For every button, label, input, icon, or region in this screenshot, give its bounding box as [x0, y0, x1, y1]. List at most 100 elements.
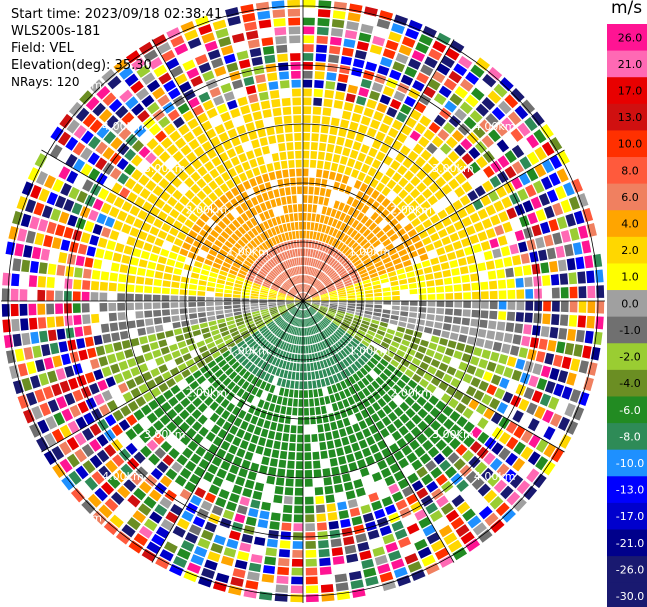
velocity-gate — [422, 524, 436, 537]
velocity-gate — [268, 294, 277, 297]
velocity-gate — [525, 184, 537, 198]
velocity-gate — [307, 248, 311, 257]
velocity-gate — [112, 409, 124, 422]
velocity-gate — [411, 459, 423, 471]
velocity-gate — [170, 384, 181, 395]
velocity-gate — [501, 196, 513, 209]
velocity-gate — [310, 142, 318, 151]
velocity-gate — [344, 282, 353, 287]
velocity-gate — [487, 90, 502, 104]
velocity-gate — [246, 273, 255, 280]
velocity-gate — [64, 278, 73, 289]
velocity-gate — [87, 347, 97, 359]
velocity-gate — [148, 453, 161, 466]
velocity-gate — [277, 297, 285, 300]
velocity-gate — [370, 357, 379, 366]
velocity-gate — [272, 283, 280, 289]
velocity-gate — [381, 447, 392, 458]
velocity-gate — [461, 317, 471, 326]
velocity-gate — [303, 230, 306, 239]
colorbar-tick-label: 21.0 — [618, 58, 643, 71]
velocity-gate — [390, 314, 399, 321]
velocity-gate — [320, 351, 325, 360]
velocity-gate — [272, 268, 279, 276]
velocity-gate — [372, 280, 381, 286]
velocity-gate — [347, 295, 356, 299]
velocity-gate — [351, 198, 360, 208]
velocity-gate — [205, 385, 215, 395]
colorbar-swatch — [607, 423, 647, 451]
velocity-gate — [278, 307, 287, 312]
velocity-gate — [324, 280, 332, 286]
velocity-gate — [345, 406, 354, 416]
velocity-gate — [59, 441, 72, 456]
velocity-gate — [124, 348, 134, 359]
velocity-gate — [214, 175, 225, 186]
velocity-gate — [255, 368, 263, 378]
velocity-gate — [555, 185, 567, 200]
velocity-gate — [336, 419, 344, 429]
velocity-gate — [117, 382, 129, 394]
velocity-gate — [61, 476, 75, 491]
velocity-gate — [571, 178, 584, 193]
velocity-gate — [540, 221, 551, 234]
velocity-gate — [66, 436, 80, 451]
velocity-gate — [121, 339, 131, 350]
velocity-gate — [352, 209, 360, 219]
velocity-gate — [293, 213, 298, 221]
velocity-gate — [250, 553, 263, 564]
velocity-gate — [299, 230, 303, 239]
velocity-gate — [293, 124, 302, 132]
velocity-gate — [327, 268, 334, 276]
velocity-gate — [98, 504, 113, 519]
velocity-gate — [96, 213, 107, 225]
velocity-gate — [315, 495, 325, 505]
velocity-gate — [420, 149, 432, 161]
velocity-gate — [236, 550, 250, 561]
velocity-gate — [286, 298, 294, 301]
velocity-gate — [232, 175, 242, 186]
velocity-gate — [276, 396, 283, 405]
velocity-gate — [436, 286, 445, 293]
velocity-gate — [151, 158, 164, 170]
velocity-gate — [168, 396, 179, 407]
velocity-gate — [343, 38, 356, 49]
colorbar-swatch — [607, 476, 647, 504]
velocity-gate — [542, 460, 556, 476]
velocity-gate — [262, 45, 275, 55]
velocity-gate — [294, 133, 302, 141]
velocity-gate — [218, 132, 229, 143]
velocity-gate — [109, 230, 120, 241]
velocity-gate — [226, 253, 236, 261]
velocity-gate — [55, 368, 66, 381]
velocity-gate — [98, 108, 113, 123]
velocity-gate — [379, 571, 394, 583]
velocity-gate — [304, 257, 308, 266]
velocity-gate — [230, 187, 240, 197]
velocity-gate — [478, 529, 493, 543]
velocity-gate — [385, 378, 395, 388]
velocity-gate — [522, 200, 534, 213]
range-ring-label: 4.00km — [102, 120, 144, 133]
velocity-gate — [228, 223, 237, 232]
velocity-gate — [308, 287, 314, 294]
velocity-gate — [364, 290, 373, 294]
velocity-gate — [303, 354, 307, 363]
velocity-gate — [340, 380, 347, 390]
colorbar-tick-label: 6.0 — [621, 191, 639, 204]
velocity-gate — [131, 169, 143, 181]
velocity-gate — [390, 252, 400, 261]
velocity-gate — [209, 325, 219, 331]
velocity-gate — [445, 136, 458, 149]
velocity-gate — [220, 460, 231, 471]
velocity-gate — [551, 301, 560, 312]
velocity-gate — [313, 195, 319, 204]
velocity-gate — [534, 163, 547, 178]
velocity-gate — [271, 237, 277, 246]
velocity-gate — [269, 248, 276, 256]
velocity-gate — [148, 399, 159, 411]
velocity-gate — [548, 396, 560, 411]
velocity-gate — [305, 585, 319, 594]
velocity-gate — [238, 153, 248, 163]
velocity-gate — [323, 476, 333, 486]
